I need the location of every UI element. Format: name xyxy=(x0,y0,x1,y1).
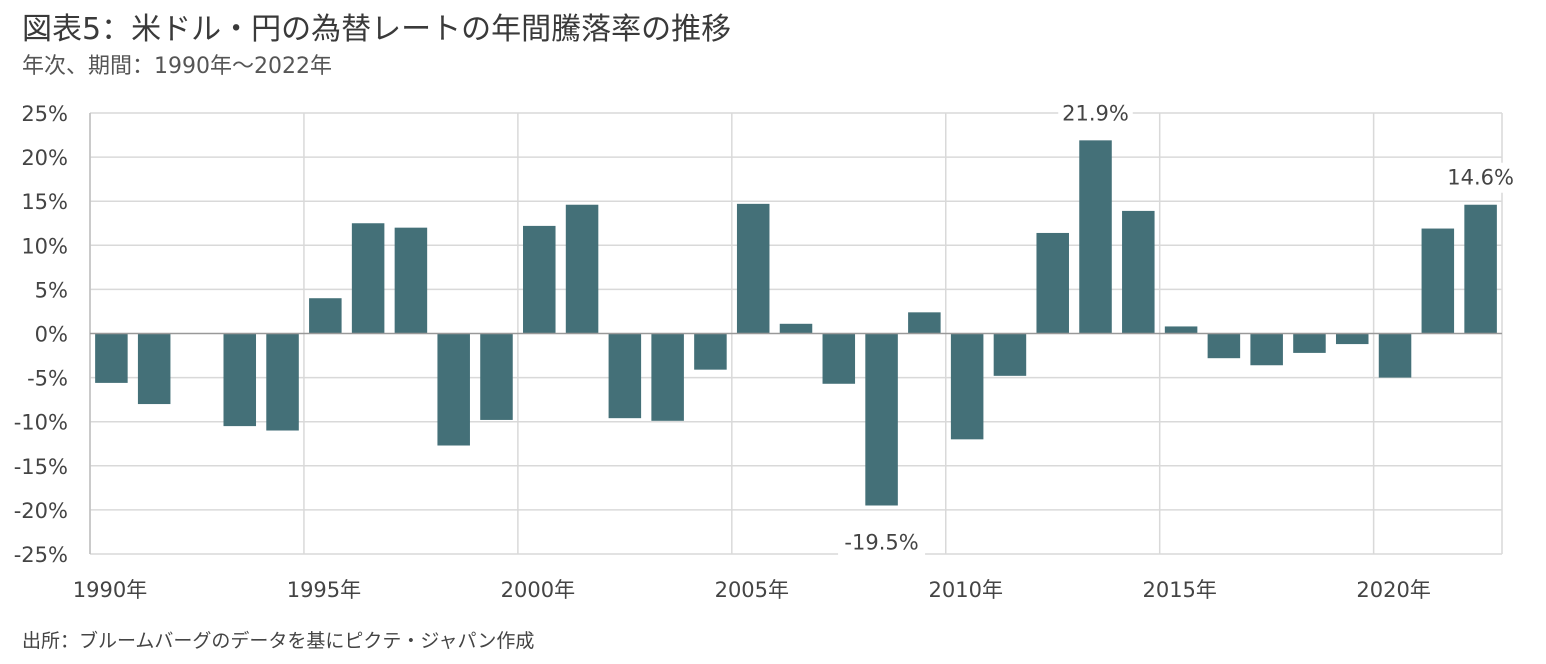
tick-labels: 25% 20% 15% 10% 5% 0% -5% -10% -15% -20% -25%1990年… xyxy=(14,102,1431,602)
y-tick-label: -5% xyxy=(27,367,68,391)
data-label-background xyxy=(1058,98,1133,129)
y-tick-label: -10% xyxy=(14,411,68,435)
bar xyxy=(394,227,428,334)
bar xyxy=(1164,326,1198,334)
data-label-background xyxy=(838,527,926,558)
bar xyxy=(1335,333,1369,345)
y-tick-label: 0% xyxy=(35,323,68,347)
bar xyxy=(1079,140,1112,334)
y-tick-label: 5% xyxy=(35,278,68,302)
x-tick-label: 1990年 xyxy=(73,578,147,602)
x-tick-label: 1995年 xyxy=(287,578,361,602)
data-label: 21.9% xyxy=(1062,101,1129,125)
x-tick-label: 2020年 xyxy=(1356,578,1430,602)
bar xyxy=(1122,210,1155,334)
bar xyxy=(865,333,898,506)
bar xyxy=(908,312,941,334)
bar xyxy=(223,333,257,427)
bar xyxy=(565,204,599,334)
y-tick-label: 25% xyxy=(21,102,68,126)
chart-title: 図表5：米ドル・円の為替レートの年間騰落率の推移 xyxy=(22,12,732,47)
y-tick-label: -25% xyxy=(14,543,68,567)
bar xyxy=(736,203,770,334)
bar xyxy=(1421,228,1455,334)
bar xyxy=(1378,333,1412,378)
bar xyxy=(993,333,1027,376)
bar xyxy=(608,333,642,419)
bar xyxy=(694,333,727,370)
bar xyxy=(523,225,556,334)
data-label-background xyxy=(1443,162,1518,193)
bar xyxy=(1036,232,1069,334)
bar xyxy=(822,333,856,384)
y-tick-label: 20% xyxy=(21,146,68,170)
bar xyxy=(1207,333,1241,359)
y-tick-label: 10% xyxy=(21,234,68,258)
x-tick-label: 2005年 xyxy=(715,578,789,602)
y-tick-label: 15% xyxy=(21,190,68,214)
bar xyxy=(651,333,684,421)
bar xyxy=(309,298,342,334)
bar xyxy=(437,333,470,446)
data-label: -19.5% xyxy=(844,530,918,554)
bar xyxy=(1293,333,1326,353)
bar xyxy=(779,323,813,334)
x-tick-label: 2000年 xyxy=(501,578,575,602)
data-labels: -19.5% 21.9% 14.6% xyxy=(838,98,1518,558)
chart-subtitle: 年次、期間：1990年～2022年 xyxy=(22,54,332,79)
bar xyxy=(950,333,984,440)
bar xyxy=(1464,204,1497,334)
bar xyxy=(1250,333,1283,366)
x-tick-label: 2010年 xyxy=(929,578,1003,602)
axes xyxy=(89,113,1502,554)
source-note: 出所：ブルームバーグのデータを基にピクテ・ジャパン作成 xyxy=(22,630,535,652)
x-tick-label: 2015年 xyxy=(1142,578,1216,602)
bar xyxy=(480,333,513,420)
data-label: 14.6% xyxy=(1447,166,1514,190)
bars xyxy=(95,140,1497,506)
bar xyxy=(137,333,171,405)
bar xyxy=(95,333,128,383)
bar xyxy=(266,333,299,431)
y-tick-label: -20% xyxy=(14,499,68,523)
bar xyxy=(351,223,385,334)
y-tick-label: -15% xyxy=(14,455,68,479)
